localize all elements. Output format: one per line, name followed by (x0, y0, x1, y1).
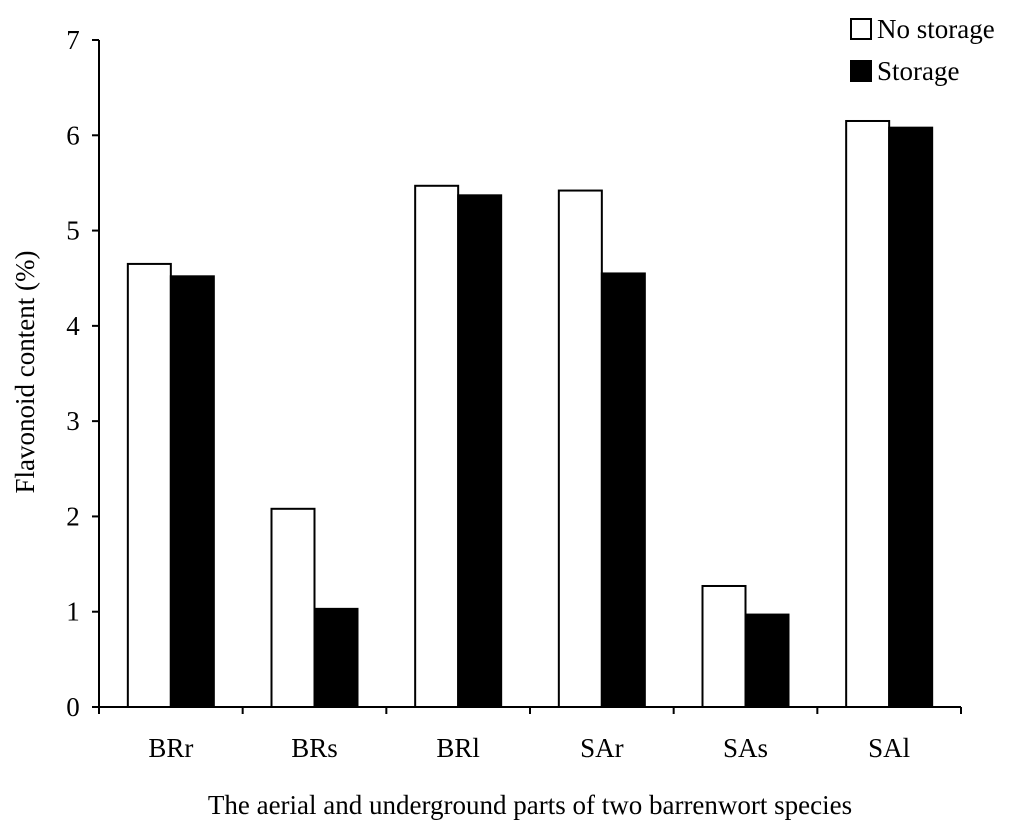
bar-no-storage-brl (414, 184, 460, 708)
x-tick-label-brr: BRr (148, 733, 193, 763)
bar-no-storage-sas (701, 584, 747, 708)
bar-storage-sal (888, 126, 934, 709)
y-tick-label: 0 (66, 692, 80, 722)
x-tick-label-sas: SAs (723, 733, 768, 763)
y-tick-label: 3 (66, 406, 80, 436)
bars (126, 119, 934, 709)
bar-no-storage-sar (557, 189, 603, 708)
y-tick-label: 5 (66, 216, 80, 246)
bar-storage-brs (313, 607, 359, 708)
bar-storage-sas (744, 613, 790, 709)
legend-swatch-storage (850, 60, 872, 82)
x-tick-label-brs: BRs (291, 733, 338, 763)
x-tick-label-sar: SAr (580, 733, 624, 763)
y-tick-label: 1 (66, 597, 80, 627)
x-tick-label-brl: BRl (436, 733, 480, 763)
y-axis-title: Flavonoid content (%) (10, 251, 40, 494)
x-axis-title: The aerial and underground parts of two … (208, 790, 852, 820)
legend: No storage Storage (850, 14, 995, 86)
y-tick-label: 6 (66, 120, 80, 150)
bar-no-storage-brr (126, 262, 172, 708)
x-axis: BRr BRs BRl SAr SAs SAl (98, 706, 962, 763)
bar-storage-sar (600, 272, 646, 708)
legend-label-no-storage: No storage (877, 14, 995, 44)
bar-storage-brr (169, 275, 215, 708)
bar-no-storage-sal (845, 119, 891, 708)
bar-no-storage-brs (270, 507, 316, 709)
legend-label-storage: Storage (877, 56, 959, 86)
y-tick-label: 4 (66, 311, 80, 341)
y-axis: 0 1 2 3 4 5 6 7 (66, 25, 100, 722)
x-tick-label-sal: SAl (868, 733, 910, 763)
bar-storage-brl (457, 194, 503, 709)
legend-swatch-no-storage (850, 18, 872, 40)
y-tick-label: 7 (66, 25, 80, 55)
y-tick-label: 2 (66, 501, 80, 531)
